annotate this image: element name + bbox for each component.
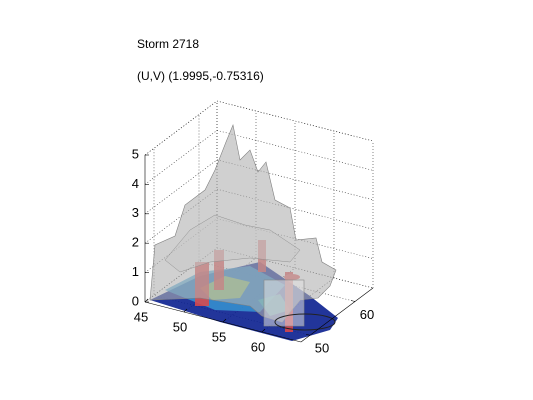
z-tick-label: 1 — [132, 264, 139, 279]
tick-mark — [350, 300, 356, 302]
y-tick-label: 50 — [315, 341, 329, 356]
tick-mark — [261, 328, 266, 333]
y-tick-label: 60 — [360, 307, 374, 322]
x-tick-label: 60 — [251, 339, 265, 354]
tube — [263, 279, 305, 327]
z-tick-label: 5 — [132, 146, 139, 161]
z-tick-label: 3 — [132, 205, 139, 220]
z-tick-label: 0 — [132, 293, 139, 308]
chart-subtitle: (U,V) (1.9995,-0.75316) — [137, 69, 264, 83]
z-tick-label: 4 — [132, 176, 139, 191]
surface — [149, 123, 338, 341]
z-tick-label: 2 — [132, 235, 139, 250]
y-axis — [300, 287, 374, 343]
chart-title: Storm 2718 — [137, 37, 199, 51]
tick-mark — [305, 333, 311, 336]
tube-base — [274, 313, 336, 331]
tick-mark — [144, 298, 149, 303]
grid-line — [144, 100, 374, 156]
x-axis — [144, 301, 302, 343]
gray-surface — [164, 214, 301, 273]
x-tick-label: 50 — [173, 319, 187, 334]
grid-line — [144, 159, 374, 215]
x-tick-label: 55 — [212, 329, 226, 344]
tick-mark — [222, 318, 227, 323]
x-tick-label: 45 — [134, 309, 148, 324]
tick-mark — [183, 308, 188, 313]
